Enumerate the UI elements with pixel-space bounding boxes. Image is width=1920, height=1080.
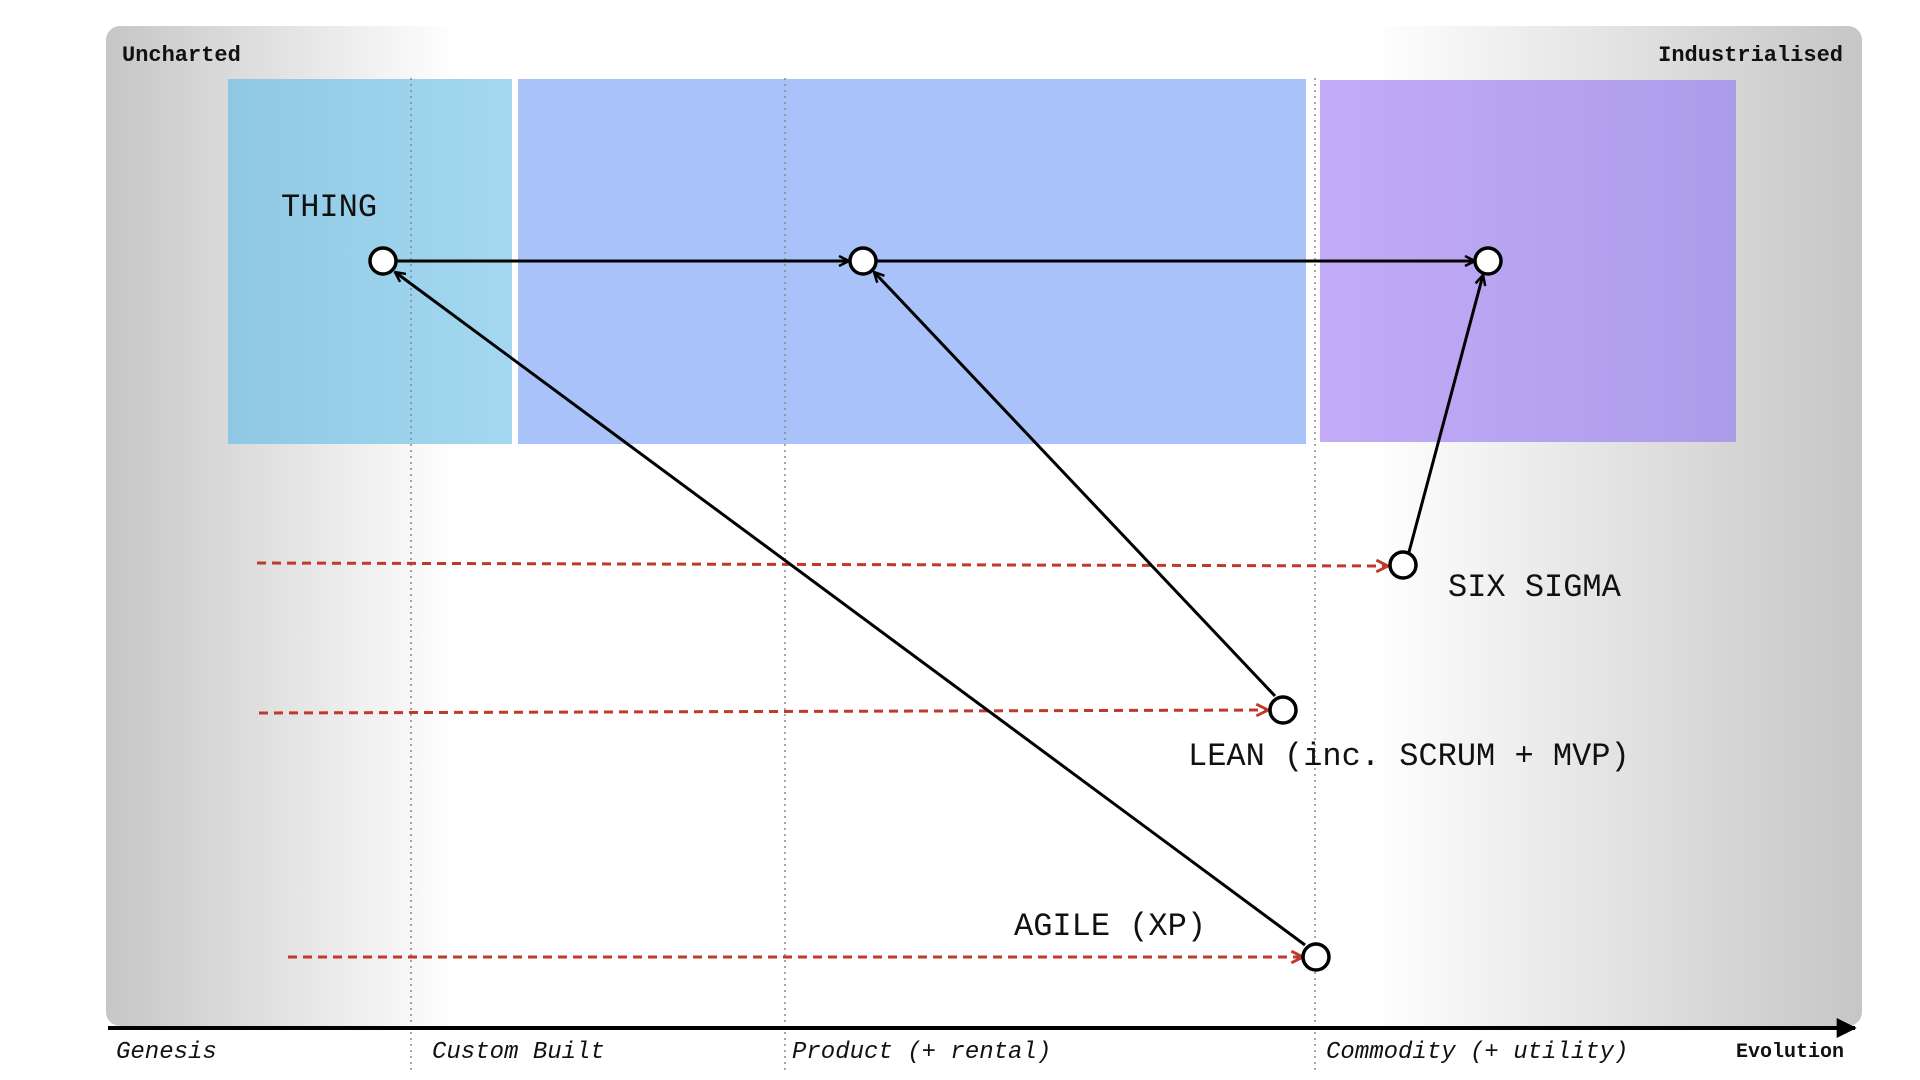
node-thing-product[interactable] [848, 246, 878, 276]
edge-lean-to-product [874, 272, 1277, 698]
node-thing-commodity[interactable] [1473, 246, 1503, 276]
evolution-arrow-lean [258, 710, 1268, 713]
corner-label-industrialised: Industrialised [1658, 43, 1843, 68]
stage-label-genesis: Genesis [116, 1039, 217, 1066]
node-agile[interactable] [1301, 942, 1331, 972]
node-label-agile: AGILE (XP) [1014, 908, 1206, 945]
node-thing[interactable] [368, 246, 398, 276]
stage-label-custom: Custom Built [432, 1039, 605, 1066]
axis-label-evolution: Evolution [1736, 1041, 1844, 1064]
edge-agile-to-thing [395, 272, 1306, 947]
node-label-lean: LEAN (inc. SCRUM + MVP) [1188, 738, 1630, 775]
stage-label-product: Product (+ rental) [792, 1039, 1051, 1066]
stage-label-commodity: Commodity (+ utility) [1326, 1039, 1628, 1066]
edge-six-sigma-to-commodity [1407, 275, 1483, 553]
corner-label-uncharted: Uncharted [122, 43, 241, 68]
node-lean[interactable] [1268, 695, 1298, 725]
evolution-arrow-six-sigma [256, 563, 1388, 566]
node-label-six-sigma: SIX SIGMA [1448, 569, 1622, 606]
node-six-sigma[interactable] [1388, 550, 1418, 580]
node-label-thing: THING [281, 189, 377, 226]
